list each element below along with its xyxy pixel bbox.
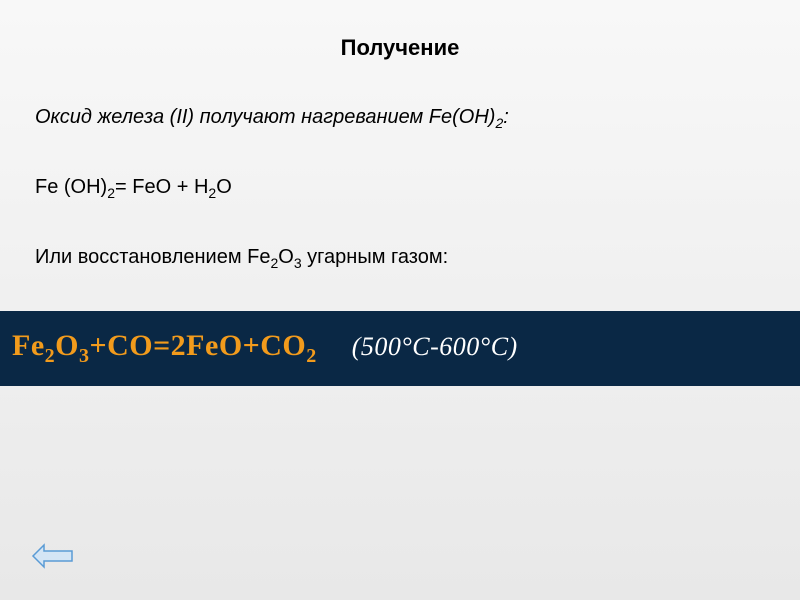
subscript: 2: [45, 345, 56, 367]
temperature-range: (500°C-600°C): [352, 332, 518, 361]
text-segment: угарным газом:: [302, 246, 449, 268]
equation-box: Fe2O3+CO=2FeO+CO2(500°C-600°C): [0, 311, 800, 386]
text-segment: = FeO + H: [115, 176, 208, 198]
text-segment: Fe: [12, 329, 45, 362]
back-arrow-icon: [30, 542, 75, 570]
back-arrow-button[interactable]: [30, 542, 75, 575]
nav-controls: [30, 542, 75, 575]
description-line-2: Или восстановлением Fe2O3 угарным газом:: [35, 246, 765, 271]
content-area: Оксид железа (II) получают нагреванием F…: [0, 61, 800, 386]
text-segment: O: [55, 329, 79, 362]
text-segment: :: [503, 106, 509, 128]
text-segment: +CO=2FeO+CO: [89, 329, 306, 362]
page-title: Получение: [0, 0, 800, 61]
text-segment: Оксид железа (II): [35, 106, 194, 128]
subscript: 3: [79, 345, 90, 367]
chemical-equation: Fe2O3+CO=2FeO+CO2(500°C-600°C): [12, 329, 518, 368]
description-line-1: Оксид железа (II) получают нагреванием F…: [35, 106, 765, 131]
subscript: 2: [306, 345, 317, 367]
text-segment: Fe (OH): [35, 176, 107, 198]
text-segment: получают нагреванием Fe(OH): [194, 106, 495, 128]
formula-line: Fe (OH)2= FeO + H2O: [35, 176, 765, 201]
subscript: 3: [294, 255, 302, 271]
text-segment: O: [216, 176, 232, 198]
text-segment: O: [278, 246, 294, 268]
text-segment: Или восстановлением Fe: [35, 246, 270, 268]
subscript: 2: [107, 185, 115, 201]
